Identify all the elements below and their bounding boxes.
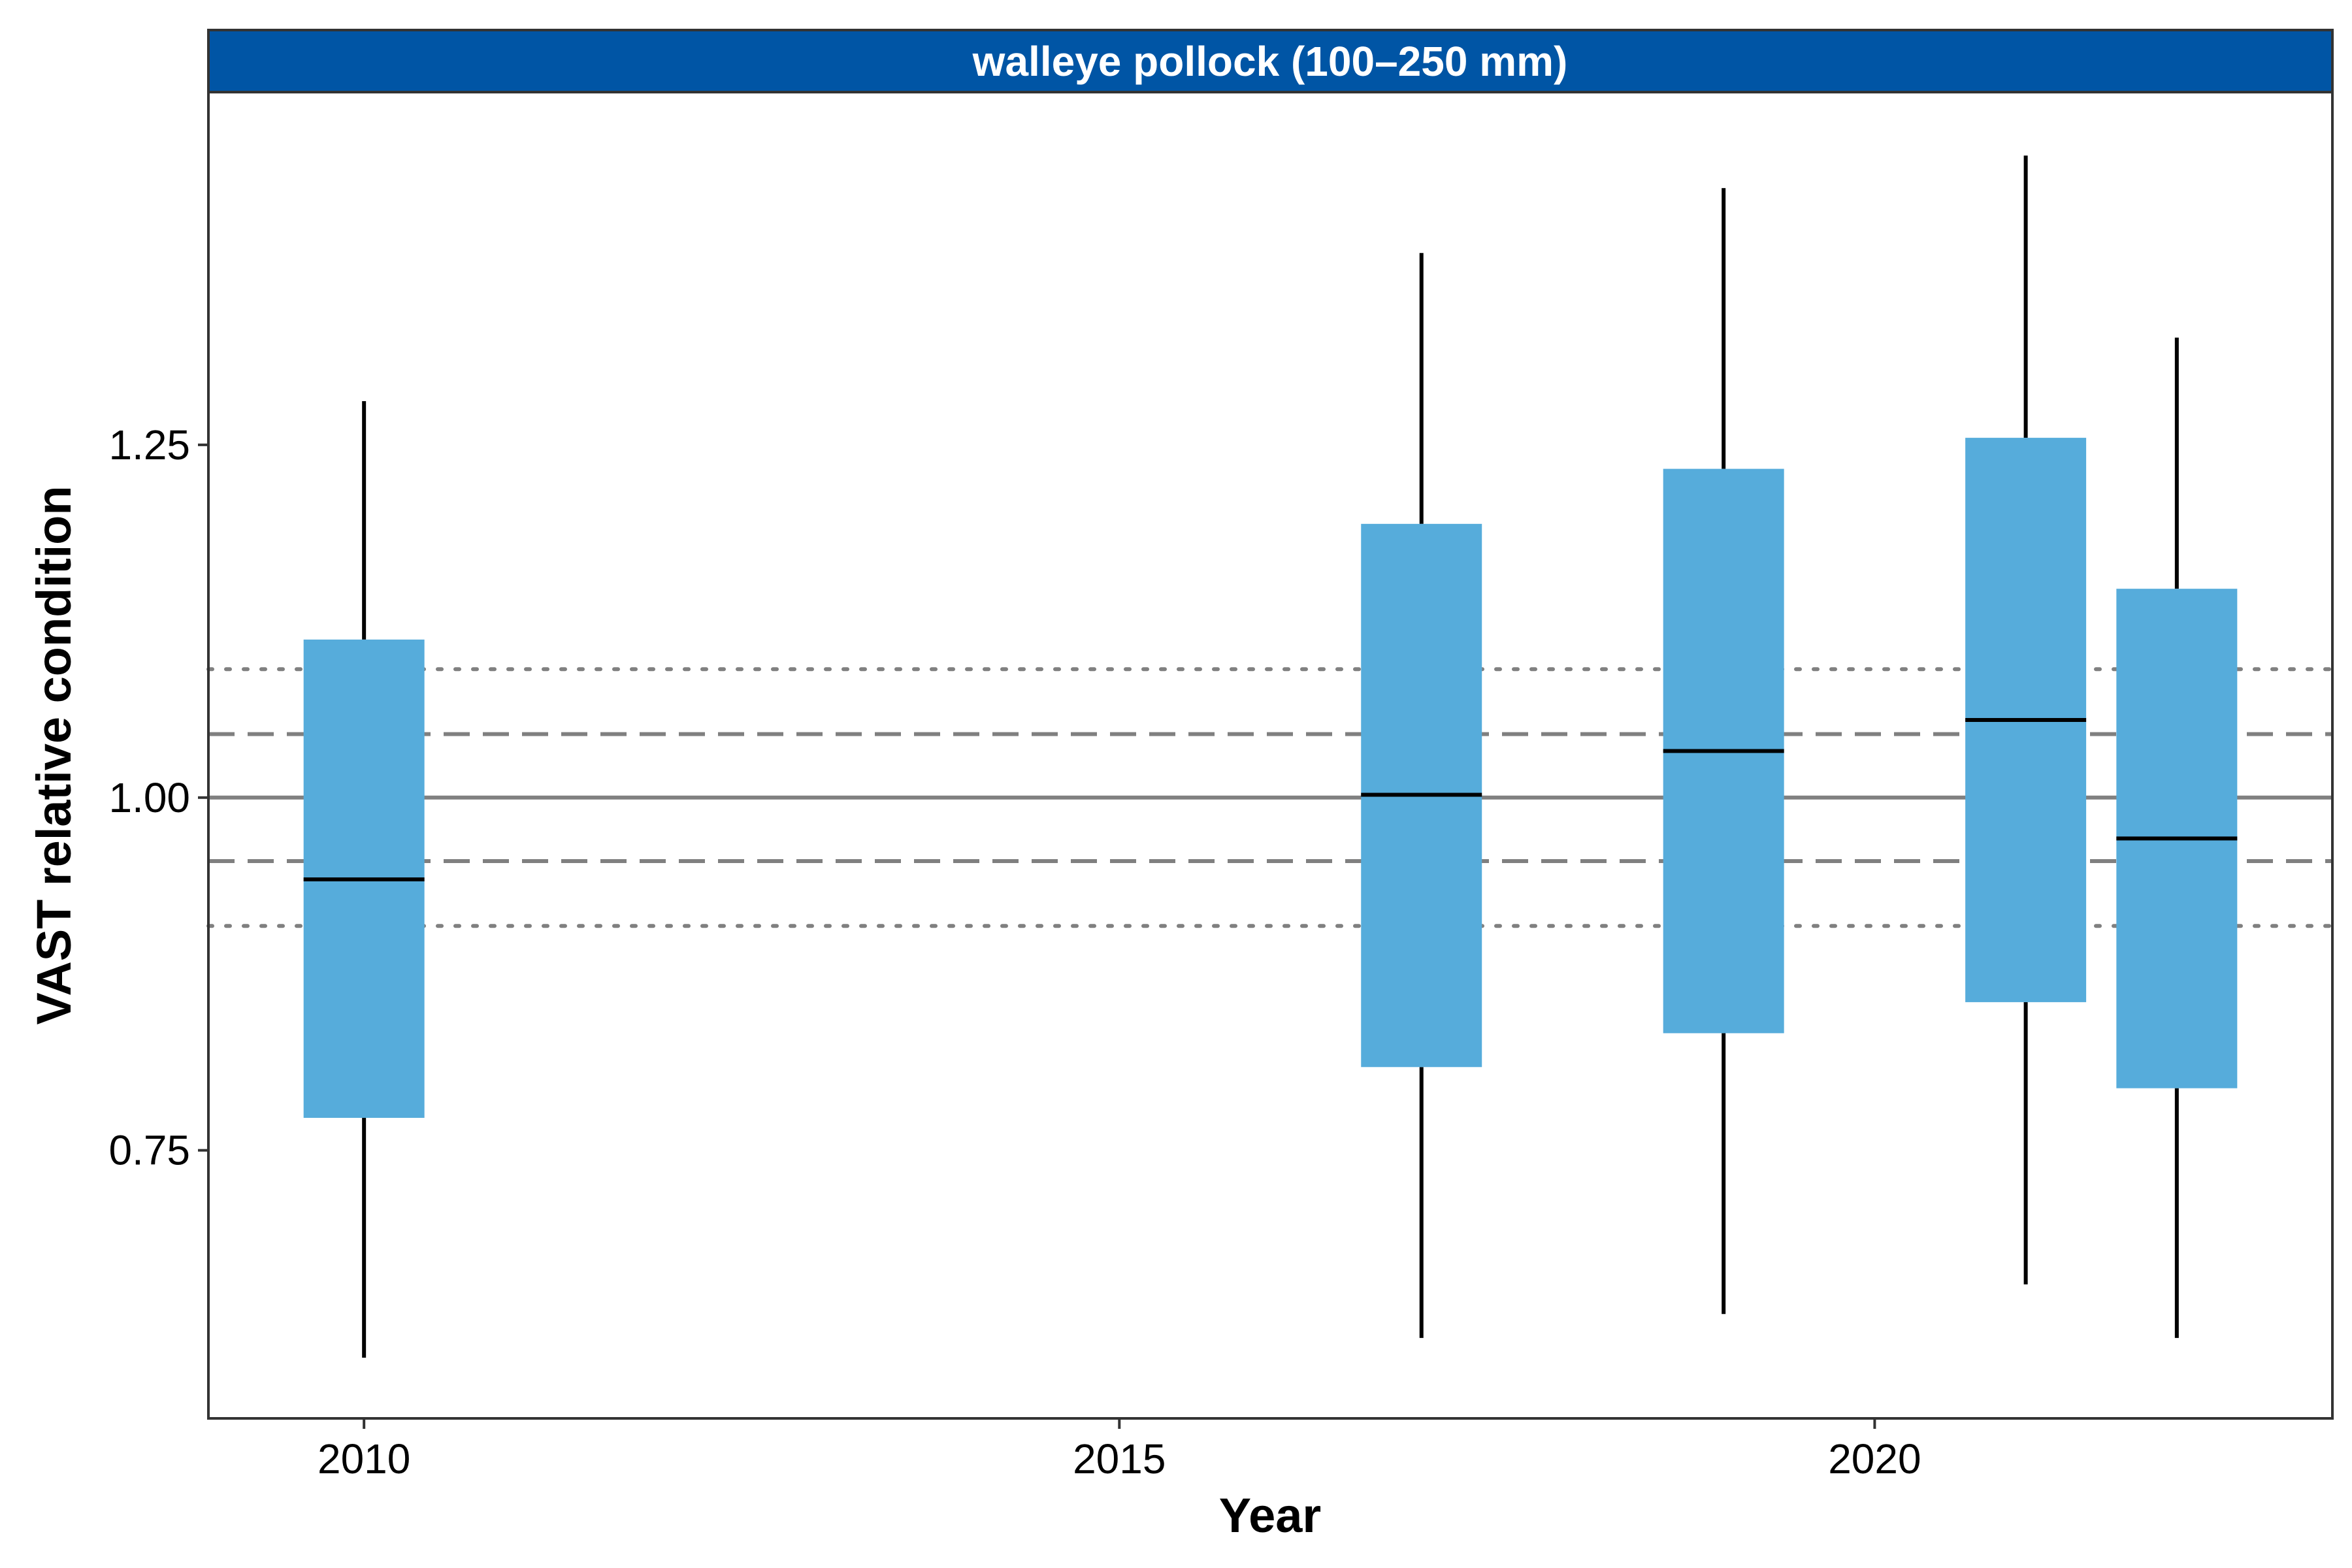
- facet-strip: [207, 29, 2334, 93]
- box-2017: [1361, 253, 1482, 1338]
- x-axis-title: Year: [1219, 1488, 1321, 1543]
- box-2010: [303, 400, 425, 1358]
- box-2021: [1965, 155, 2087, 1284]
- x-axis: 2010 2015 2020: [318, 1418, 1921, 1482]
- y-tick-label: 1.25: [108, 421, 190, 468]
- y-axis-title: VAST relative condition: [27, 485, 81, 1024]
- facet-title: walleye pollock (100–250 mm): [972, 38, 1568, 85]
- y-axis: 0.75 1.00 1.25: [108, 421, 208, 1174]
- x-tick-label: 2020: [1828, 1435, 1921, 1482]
- y-tick-label: 1.00: [108, 774, 190, 821]
- box-2019: [1663, 188, 1784, 1315]
- x-tick-label: 2015: [1073, 1435, 1166, 1482]
- plot-panel-border: [207, 91, 2334, 1420]
- y-tick-label: 0.75: [108, 1127, 190, 1174]
- box-2022: [2116, 337, 2238, 1338]
- boxes: [303, 155, 2238, 1358]
- x-tick-label: 2010: [318, 1435, 410, 1482]
